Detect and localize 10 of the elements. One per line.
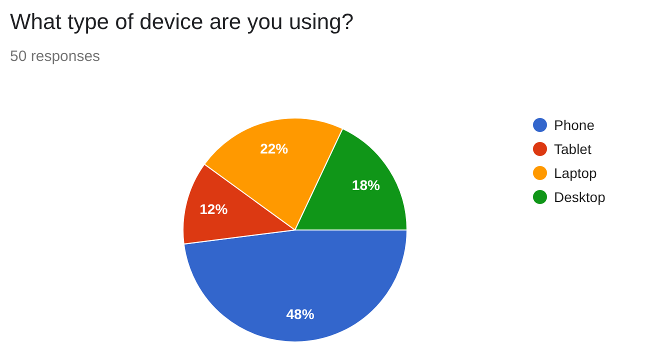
legend-label: Laptop [554,165,598,181]
data-label: 22% [260,140,289,157]
data-label: 18% [352,176,380,193]
legend-label: Desktop [554,189,606,205]
text: 50 responses [10,48,100,65]
legend-label: Phone [554,117,595,133]
legend-label: Tablet [554,141,592,157]
data-label: 12% [200,201,228,218]
data-label: 48% [286,306,315,322]
chart-title: What type of device are you using? [10,9,354,34]
